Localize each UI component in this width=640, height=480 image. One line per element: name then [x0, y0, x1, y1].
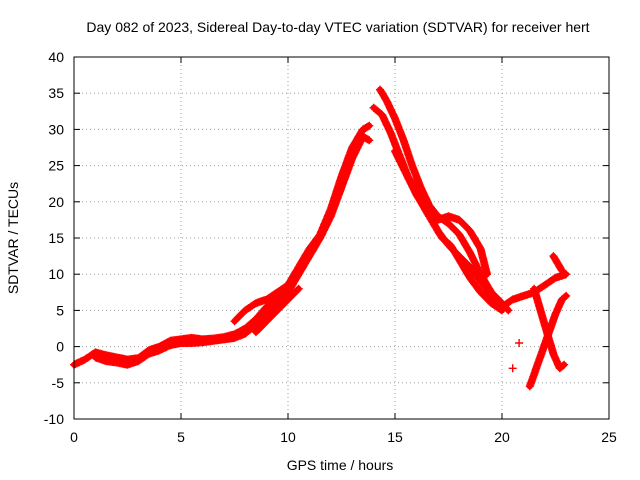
- y-tick-label: 40: [48, 49, 64, 65]
- x-tick-label: 20: [494, 429, 510, 445]
- series-track-12: [525, 291, 571, 391]
- series-track-13: [549, 252, 566, 275]
- series-band: [71, 122, 373, 368]
- data-point: [365, 136, 374, 145]
- series-track-2: [91, 132, 367, 369]
- series-track-9: [358, 132, 374, 145]
- plot-frame: [73, 56, 610, 420]
- data-point: [364, 135, 372, 144]
- y-tick-label: 10: [48, 266, 64, 282]
- data-point: [483, 270, 491, 279]
- y-tick-label: 5: [56, 302, 64, 318]
- y-tick-label: 0: [56, 339, 64, 355]
- data-point: [284, 281, 292, 290]
- y-axis-label: SDTVAR / TECUs: [5, 182, 21, 294]
- x-tick-labels: 0 5 10 15 20 25: [70, 429, 617, 445]
- series-track-8: [412, 190, 491, 279]
- data-point: [562, 291, 571, 300]
- grid-lines: [74, 57, 609, 419]
- series-track-15: [515, 339, 524, 347]
- y-tick-label: 15: [48, 230, 64, 246]
- x-tick-label: 10: [280, 429, 296, 445]
- y-tick-label: 35: [48, 85, 64, 101]
- series-track-7: [391, 147, 506, 308]
- data-point: [508, 364, 517, 373]
- series-track-5: [376, 85, 513, 315]
- data-point: [560, 360, 569, 369]
- data-series: [70, 85, 571, 391]
- y-tick-label: -10: [44, 411, 64, 427]
- data-point: [365, 121, 374, 130]
- x-tick-label: 25: [601, 429, 617, 445]
- x-axis-label: GPS time / hours: [287, 457, 394, 473]
- series-track-3: [230, 281, 292, 326]
- data-point: [559, 361, 567, 370]
- series-track-14: [508, 364, 517, 373]
- series-track-1: [70, 121, 374, 369]
- y-tick-label: 25: [48, 158, 64, 174]
- data-point: [557, 266, 566, 275]
- data-point: [293, 285, 302, 294]
- x-tick-label: 5: [177, 429, 185, 445]
- x-tick-label: 15: [387, 429, 403, 445]
- y-tick-label: 20: [48, 194, 64, 210]
- chart-title: Day 082 of 2023, Sidereal Day-to-day VTE…: [86, 19, 589, 35]
- data-point: [515, 339, 524, 347]
- y-tick-label: -5: [52, 375, 65, 391]
- data-point: [562, 270, 571, 279]
- data-point: [561, 292, 570, 301]
- series-track-4: [251, 284, 303, 337]
- y-tick-labels: -10 -5 0 5 10 15 20 25 30 35 40: [44, 49, 64, 427]
- data-point: [294, 284, 303, 293]
- series-band: [92, 133, 366, 368]
- x-tick-label: 0: [70, 429, 78, 445]
- data-point: [282, 281, 291, 290]
- y-tick-label: 30: [48, 121, 64, 137]
